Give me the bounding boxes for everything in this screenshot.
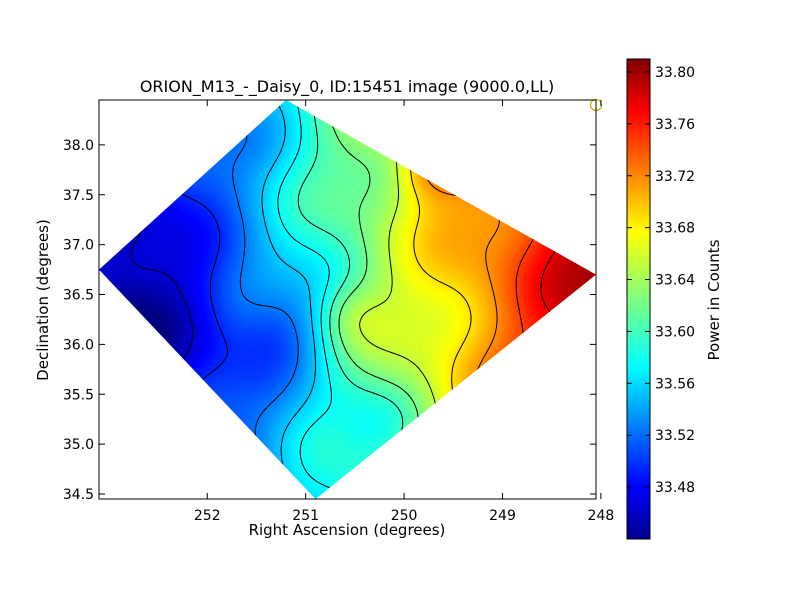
y-tick-label: 38.0 [63, 138, 94, 154]
x-tick-label: 249 [489, 508, 516, 524]
y-tick-label: 37.0 [63, 238, 94, 254]
plot-area [99, 100, 596, 499]
x-tick-label: 252 [194, 508, 221, 524]
y-tick-label: 37.5 [63, 188, 94, 204]
colorbar-tick-label: 33.60 [655, 324, 695, 340]
y-tick-label: 34.5 [63, 487, 94, 503]
chart-title: ORION_M13_-_Daisy_0, ID:15451 image (900… [140, 77, 554, 97]
y-tick-label: 36.0 [63, 337, 94, 353]
x-axis-ticks: 252 251 250 249 248 [194, 100, 614, 524]
plot-frame [98, 99, 597, 500]
colorbar-tick-label: 33.80 [655, 65, 695, 81]
x-tick-label: 248 [588, 508, 615, 524]
colorbar-tick-label: 33.76 [655, 117, 695, 133]
colorbar-tick-label: 33.72 [655, 169, 695, 185]
y-axis-label: Declination (degrees) [34, 219, 52, 381]
y-axis-ticks: 34.5 35.0 35.5 36.0 36.5 37.0 37.5 38.0 [63, 138, 596, 503]
colorbar-gradient [626, 58, 651, 540]
y-tick-label: 35.5 [63, 387, 94, 403]
heatmap-image [99, 100, 596, 499]
colorbar-tick-label: 33.48 [655, 480, 695, 496]
x-tick-label: 250 [391, 508, 418, 524]
colorbar-tick-label: 33.56 [655, 376, 695, 392]
colorbar-label: Power in Counts [705, 239, 723, 360]
colorbar: 33.48 33.52 33.56 33.60 33.64 33.68 33.72 33.76… [626, 58, 723, 540]
x-tick-label: 251 [292, 508, 319, 524]
colorbar-ticks: 33.48 33.52 33.56 33.60 33.64 33.68 33.72 33.76… [627, 65, 695, 496]
colorbar-tick-label: 33.52 [655, 428, 695, 444]
x-axis-label: Right Ascension (degrees) [249, 521, 446, 539]
y-tick-label: 36.5 [63, 288, 94, 304]
y-tick-label: 35.0 [63, 437, 94, 453]
colorbar-tick-label: 33.64 [655, 273, 695, 289]
colorbar-tick-label: 33.68 [655, 221, 695, 237]
